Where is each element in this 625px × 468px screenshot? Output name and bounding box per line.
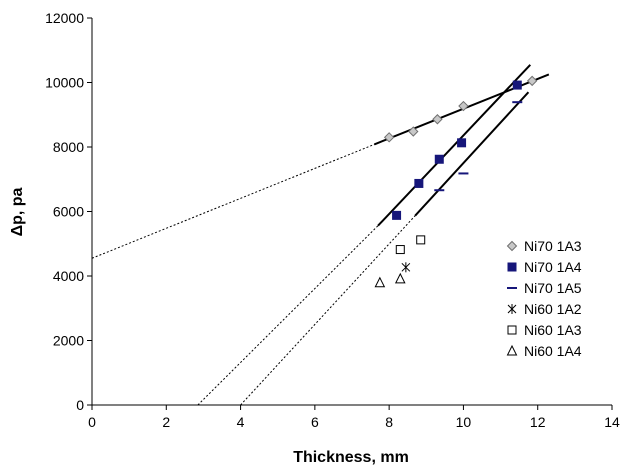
x-tick-label: 10 (456, 414, 472, 430)
x-axis-title: Thickness, mm (293, 449, 409, 466)
y-tick-label: 6000 (53, 204, 84, 220)
data-points (374, 75, 538, 288)
legend-label: Ni70 1A4 (524, 259, 582, 275)
legend-label: Ni60 1A2 (524, 301, 582, 317)
y-tick-label: 8000 (53, 139, 84, 155)
legend-label: Ni70 1A3 (524, 238, 582, 254)
extrapolation-line (197, 225, 379, 406)
data-point (392, 210, 402, 220)
legend-label: Ni60 1A4 (524, 343, 582, 359)
extrapolation-line (91, 143, 375, 259)
tick-labels: 0 2000 4000 6000 8000 10000 12000 0 2 4 6 8 10 12 14 (45, 10, 620, 430)
data-point (526, 75, 538, 87)
data-point (401, 262, 411, 273)
axes (87, 17, 613, 410)
legend-label: Ni70 1A5 (524, 280, 582, 296)
fit-line (373, 73, 550, 146)
x-tick-label: 2 (162, 414, 170, 430)
data-point (374, 276, 386, 288)
y-tick-label: 4000 (53, 268, 84, 284)
data-point (394, 272, 406, 284)
legend-marker (507, 262, 517, 272)
data-point (432, 114, 443, 125)
y-tick-label: 2000 (53, 333, 84, 349)
legend-marker (506, 344, 518, 356)
x-tick-label: 14 (604, 414, 620, 430)
y-tick-label: 10000 (45, 75, 84, 91)
legend: Ni70 1A3 Ni70 1A4 Ni70 1A5 Ni60 1A2 Ni60 1A3… (506, 238, 582, 359)
data-point (457, 138, 467, 148)
y-tick-label: 12000 (45, 10, 84, 26)
data-point (458, 100, 469, 112)
fit-line (414, 91, 530, 217)
data-point (512, 80, 522, 90)
data-point (383, 132, 395, 143)
legend-label: Ni60 1A3 (524, 322, 582, 338)
data-point (414, 178, 424, 188)
fit-lines (91, 64, 550, 406)
data-point (395, 245, 405, 255)
data-point (434, 154, 444, 164)
legend-marker (507, 304, 517, 314)
legend-marker (506, 240, 518, 252)
x-tick-label: 8 (385, 414, 393, 430)
fit-line (377, 64, 532, 227)
data-point (408, 126, 419, 137)
y-tick-label: 0 (76, 397, 84, 413)
extrapolation-line (240, 215, 416, 406)
y-axis-title: Δp, pa (9, 187, 26, 236)
data-point (416, 235, 426, 245)
legend-marker (507, 325, 517, 335)
x-tick-label: 12 (530, 414, 546, 430)
x-tick-label: 4 (237, 414, 245, 430)
x-tick-label: 0 (88, 414, 96, 430)
x-tick-label: 6 (311, 414, 319, 430)
